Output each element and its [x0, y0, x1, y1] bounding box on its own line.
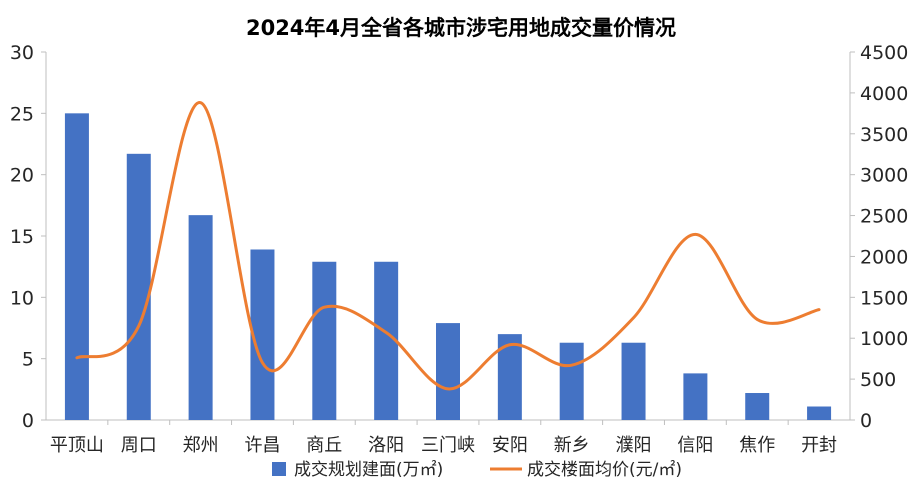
y-right-tick-label: 3500 [860, 124, 908, 146]
y-right-tick-label: 4000 [860, 83, 908, 105]
y-right-tick-label: 4500 [860, 42, 908, 64]
y-right-tick-label: 2500 [860, 206, 908, 228]
y-left-tick-label: 0 [22, 410, 34, 432]
x-tick-label: 洛阳 [368, 435, 404, 456]
axes: 0 5 10 15 20 25 30 0 500 1000 1500 2000 2500 3000 3500… [10, 42, 909, 456]
x-tick-label: 郑州 [183, 435, 219, 456]
bar [64, 113, 89, 420]
legend-label-bar: 成交规划建面(万㎡) [294, 460, 443, 480]
x-tick-label: 商丘 [306, 435, 342, 456]
y-left-tick-label: 20 [10, 165, 34, 187]
x-tick-label: 焦作 [739, 435, 775, 456]
y-right-tick-label: 1000 [860, 328, 908, 350]
y-left-tick-label: 15 [10, 226, 34, 248]
y-left-tick-label: 10 [10, 287, 34, 309]
legend-label-line: 成交楼面均价(元/㎡) [527, 460, 682, 480]
x-tick-label: 濮阳 [616, 435, 652, 456]
legend-swatch-bar [272, 462, 286, 476]
bar [436, 323, 460, 420]
bar [312, 261, 337, 420]
bar [807, 406, 832, 420]
bar-series [64, 113, 832, 420]
bar [188, 215, 213, 420]
legend: 成交规划建面(万㎡) 成交楼面均价(元/㎡) [272, 460, 682, 480]
y-right-tick-label: 0 [860, 410, 872, 432]
x-tick-label: 平顶山 [50, 435, 104, 456]
y-right-tick-label: 500 [860, 369, 896, 391]
y-right-tick-label: 3000 [860, 165, 908, 187]
x-tick-label: 信阳 [677, 435, 713, 456]
bar [126, 153, 151, 420]
y-right-tick-label: 1500 [860, 287, 908, 309]
x-tick-label: 许昌 [244, 435, 280, 456]
chart-title: 2024年4月全省各城市涉宅用地成交量价情况 [246, 16, 676, 40]
bar [621, 342, 646, 420]
line-path [75, 101, 821, 391]
bar [745, 393, 770, 420]
bar [683, 373, 708, 420]
bar [559, 342, 584, 420]
y-right-tick-label: 2000 [860, 246, 908, 268]
y-left-tick-label: 30 [10, 42, 34, 64]
x-tick-label: 安阳 [492, 435, 528, 456]
y-left-tick-label: 25 [10, 103, 34, 125]
bar [250, 249, 275, 420]
x-tick-label: 三门峡 [421, 435, 475, 456]
x-tick-label: 周口 [121, 435, 157, 456]
y-left-tick-label: 5 [22, 349, 34, 371]
x-tick-label: 新乡 [554, 435, 590, 456]
line-series [75, 101, 821, 391]
x-tick-label: 开封 [801, 435, 837, 456]
